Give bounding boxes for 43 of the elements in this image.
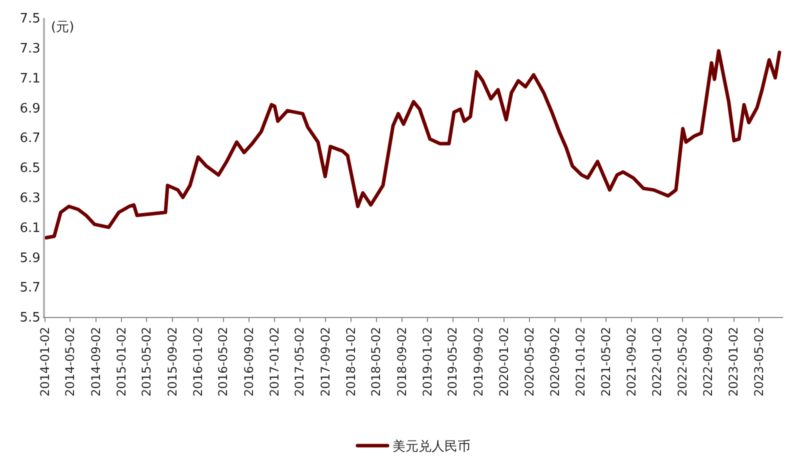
x-tick-label: 2017-05-02 (292, 326, 307, 397)
x-tick-label: 2019-09-02 (471, 326, 486, 397)
x-tick-label: 2015-01-02 (114, 326, 128, 397)
x-tick-label: 2021-05-02 (598, 326, 613, 397)
y-tick-label: 6.9 (20, 101, 40, 116)
x-tick-label: 2014-09-02 (88, 326, 103, 397)
y-tick-label: 7.3 (20, 41, 40, 56)
x-tick-label: 2019-01-02 (420, 326, 435, 397)
y-axis-title: (元) (51, 20, 74, 35)
y-tick-label: 5.9 (20, 250, 40, 266)
x-tick-label: 2016-01-02 (190, 326, 205, 397)
x-tick-label: 2017-01-02 (268, 326, 282, 397)
x-tick-label: 2023-01-02 (726, 326, 741, 397)
y-tick-label: 6.3 (20, 190, 40, 206)
x-tick-label: 2015-09-02 (165, 326, 180, 397)
x-tick-label: 2016-09-02 (242, 326, 256, 397)
x-tick-label: 2014-01-02 (38, 326, 52, 397)
y-tick-label: 6.7 (20, 131, 40, 146)
x-tick-label: 2021-01-02 (574, 326, 588, 397)
y-tick-label: 7.5 (20, 12, 40, 27)
x-tick-label: 2018-01-02 (344, 326, 358, 397)
x-tick-label: 2020-05-02 (522, 326, 536, 397)
legend-label: 美元兑人民币 (392, 438, 470, 455)
x-tick-label: 2018-05-02 (369, 326, 384, 397)
x-tick-label: 2019-05-02 (446, 326, 460, 397)
x-tick-label: 2020-09-02 (548, 326, 562, 397)
x-tick-label: 2021-09-02 (624, 326, 639, 397)
line-series (45, 49, 782, 240)
x-tick-label: 2022-05-02 (675, 326, 690, 397)
y-tick-label: 6.5 (20, 161, 40, 176)
x-tick-label: 2020-01-02 (497, 326, 511, 397)
x-tick-label: 2018-09-02 (394, 326, 409, 397)
y-tick-label: 7.1 (20, 71, 40, 86)
x-tick-label: 2015-05-02 (140, 326, 154, 397)
x-tick-label: 2017-09-02 (318, 326, 332, 397)
x-tick-label: 2014-05-02 (63, 326, 78, 397)
y-tick-label: 5.7 (20, 280, 40, 296)
x-tick-label: 2022-01-02 (650, 326, 664, 397)
x-tick-label: 2016-05-02 (216, 326, 230, 397)
y-tick-label: 6.1 (20, 220, 40, 236)
x-tick-label: 2022-09-02 (701, 326, 716, 397)
x-tick-label: 2023-05-02 (752, 326, 766, 397)
y-tick-label: 5.5 (20, 310, 40, 326)
